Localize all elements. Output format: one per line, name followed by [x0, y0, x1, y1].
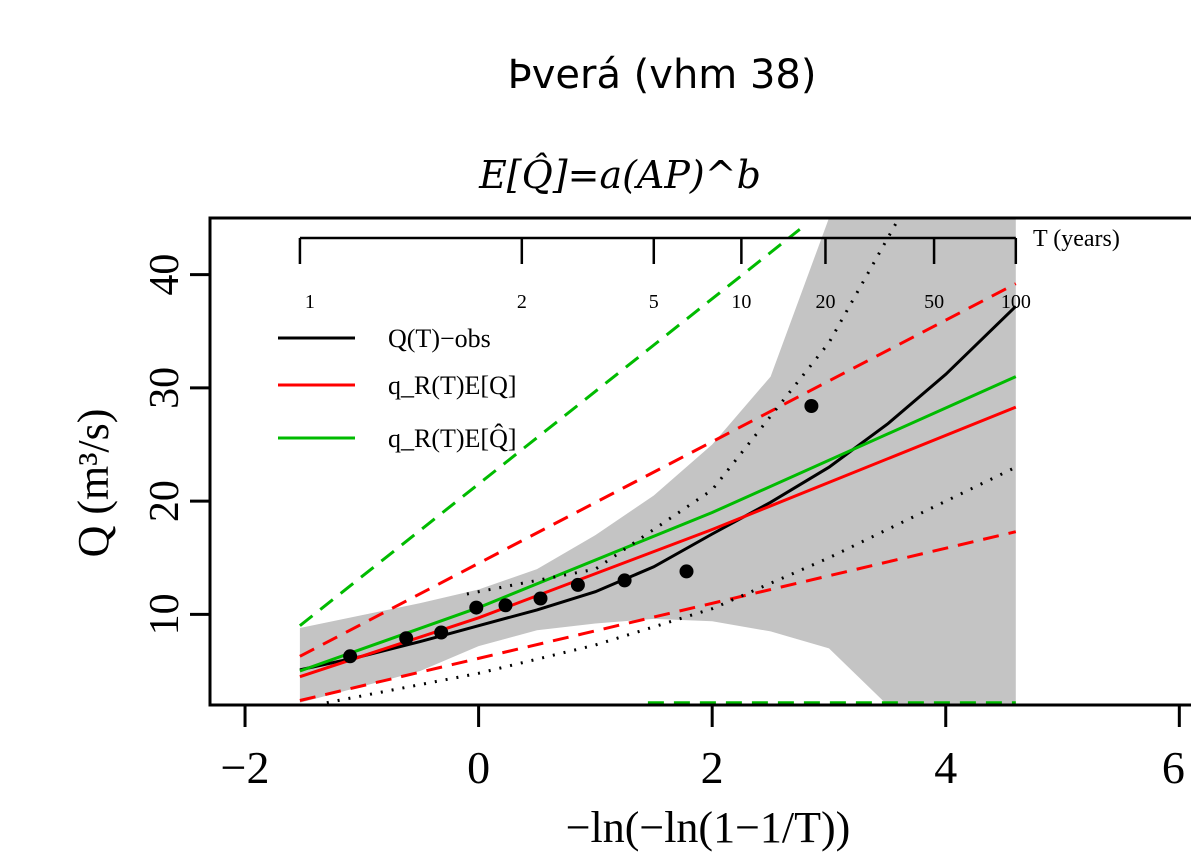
x-tick-label: 2	[701, 742, 724, 793]
x-tick-label: 4	[934, 742, 957, 793]
plot-frame	[208, 216, 1191, 707]
y-tick-label: 20	[142, 480, 188, 522]
top-axis-tick-label: 50	[924, 291, 944, 313]
plot-layer	[298, 218, 1017, 705]
y-axis-label: Q (m³/s)	[69, 409, 118, 558]
top-axis-tick-label: 100	[1001, 291, 1031, 313]
series-line-1	[299, 405, 1017, 679]
legend-label: Q(T)−obs	[388, 324, 491, 353]
top-axis-tick-label: 5	[649, 291, 659, 313]
data-point	[617, 573, 632, 588]
top-axis-label: T (years)	[1033, 226, 1120, 252]
data-point	[343, 649, 358, 664]
data-point	[498, 598, 513, 613]
legend-label: q_R(T)E[Q̂]	[388, 424, 517, 453]
y-tick-label: 30	[142, 367, 188, 409]
x-tick-label: 0	[467, 742, 490, 793]
data-point	[469, 600, 484, 615]
confidence-band	[299, 218, 1016, 705]
series-line-7	[466, 218, 901, 596]
y-tick-label: 10	[142, 593, 188, 635]
axes: −2 0 2 4 6 10 20 30 40	[142, 216, 1191, 793]
y-tick-label: 40	[142, 254, 188, 296]
chart-subtitle: E[Q̂]=a(AP)^b	[478, 153, 761, 197]
x-tick-label: −2	[221, 742, 270, 793]
series-line-3	[299, 282, 1017, 658]
series-line-4	[299, 530, 1017, 702]
series-line-0	[299, 305, 1017, 672]
data-point	[679, 564, 694, 579]
data-point	[570, 577, 585, 592]
data-point	[434, 625, 449, 640]
data-point	[533, 591, 548, 606]
data-point	[399, 631, 414, 646]
legend: Q(T)−obs q_R(T)E[Q] q_R(T)E[Q̂]	[278, 324, 517, 453]
legend-label: q_R(T)E[Q]	[388, 371, 517, 400]
chart-title: Þverá (vhm 38)	[508, 52, 817, 98]
x-axis-label: −ln(−ln(1−1/T))	[566, 803, 851, 852]
top-axis-tick-label: 2	[517, 291, 527, 313]
top-axis: 1 2 5 10 20 50 100 T (years)	[298, 226, 1120, 313]
top-axis-tick-label: 1	[305, 291, 315, 313]
x-tick-label: 6	[1162, 742, 1185, 793]
top-axis-tick-label: 20	[815, 291, 835, 313]
data-point	[804, 399, 819, 413]
series-line-5	[298, 228, 801, 627]
top-axis-tick-label: 10	[731, 291, 751, 313]
series-line-2	[299, 375, 1017, 673]
